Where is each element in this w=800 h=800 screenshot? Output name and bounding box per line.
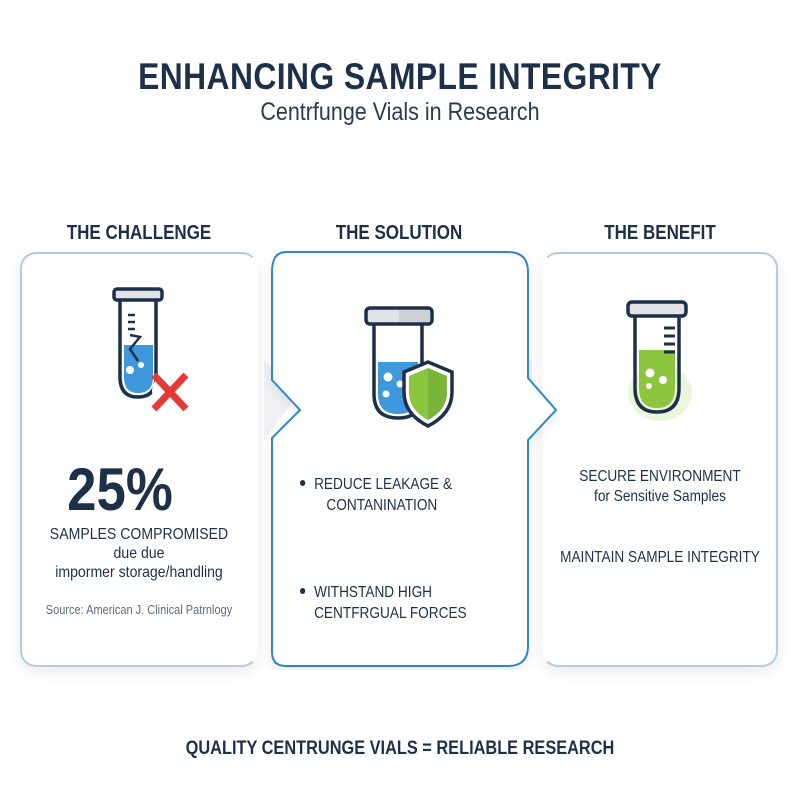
benefit-card: [542, 252, 778, 667]
source-citation: Source: American J. Clinical Patrnlogy: [45, 603, 233, 617]
broken-test-tube-with-red-x-icon: [112, 287, 189, 412]
stat-detail-2: impormer storage/handling: [55, 564, 223, 581]
stat-percentage: 25%: [67, 456, 173, 523]
test-tube-with-shield-icon: [364, 306, 454, 428]
page-title: ENHANCING SAMPLE INTEGRITY: [138, 56, 662, 97]
solution-bullet-2: WITHSTAND HIGH CENTFRGUAL FORCES: [300, 582, 485, 624]
benefit-line-2: MAINTAIN SAMPLE INTEGRITY: [560, 549, 760, 566]
solution-bullet-1: REDUCE LEAKAGE & CONTANINATION: [300, 474, 485, 516]
benefit-heading: THE BENEFIT: [604, 222, 716, 244]
stat-label: SAMPLES COMPROMISED: [49, 526, 229, 543]
green-test-tube-icon: [626, 300, 692, 421]
solution-heading: THE SOLUTION: [335, 222, 463, 244]
challenge-heading: THE CHALLENGE: [66, 222, 212, 244]
bullet-dot: [300, 479, 306, 486]
challenge-card: [20, 252, 258, 667]
bullet-dot: [300, 587, 306, 594]
solution-card: [264, 251, 558, 667]
page-subtitle: Centrfunge Vials in Research: [260, 98, 540, 126]
stat-detail-1: due due: [113, 545, 165, 562]
footer-tagline: QUALITY CENTRUNGE VIALS = RELIABLE RESEA…: [185, 738, 615, 759]
benefit-line-1: SECURE ENVIRONMENT for Sensitive Samples: [579, 468, 741, 505]
